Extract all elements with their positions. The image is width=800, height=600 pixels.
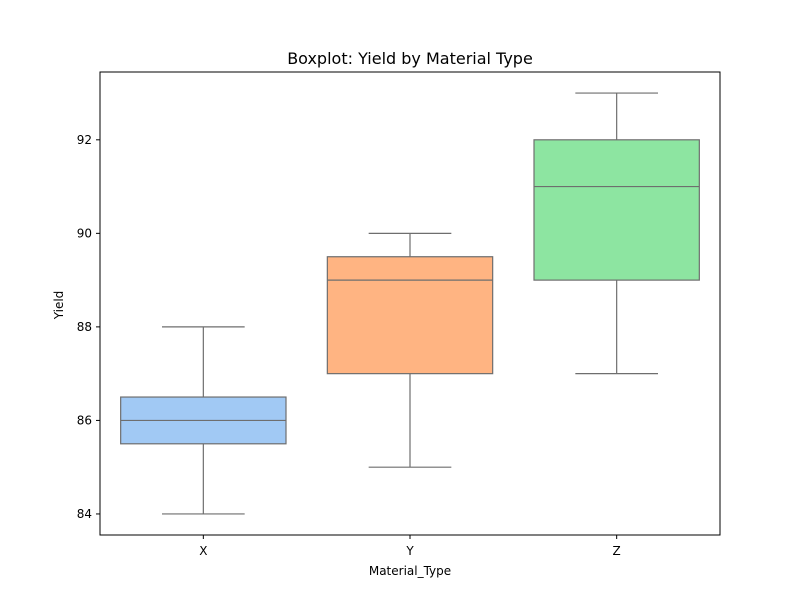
y-tick-label: 84 bbox=[77, 507, 92, 521]
box-X bbox=[120, 326, 287, 515]
y-axis-label: Yield bbox=[52, 291, 66, 321]
x-axis-label: Material_Type bbox=[369, 564, 451, 578]
x-tick-label: Z bbox=[613, 544, 621, 558]
box-Z bbox=[533, 92, 700, 375]
y-tick-label: 86 bbox=[77, 413, 92, 427]
iqr-box bbox=[533, 139, 700, 281]
x-tick-label: X bbox=[199, 544, 207, 558]
plot-area bbox=[99, 71, 721, 536]
y-axis: 84 86 88 90 92 bbox=[77, 133, 100, 521]
chart-title: Boxplot: Yield by Material Type bbox=[287, 49, 533, 68]
y-tick-label: 92 bbox=[77, 133, 92, 147]
box-Y bbox=[326, 232, 494, 468]
y-tick-label: 90 bbox=[77, 226, 92, 240]
iqr-box bbox=[326, 256, 494, 375]
y-tick-label: 88 bbox=[77, 320, 92, 334]
x-axis: X Y Z bbox=[199, 535, 621, 558]
x-tick-label: Y bbox=[405, 544, 414, 558]
